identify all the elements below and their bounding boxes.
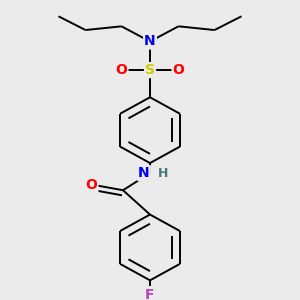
Text: F: F [145, 288, 155, 300]
Text: N: N [138, 166, 150, 180]
Text: O: O [172, 63, 184, 77]
Text: H: H [158, 167, 169, 180]
Text: N: N [144, 34, 156, 49]
Text: S: S [145, 63, 155, 77]
Text: O: O [85, 178, 98, 191]
Text: O: O [116, 63, 128, 77]
